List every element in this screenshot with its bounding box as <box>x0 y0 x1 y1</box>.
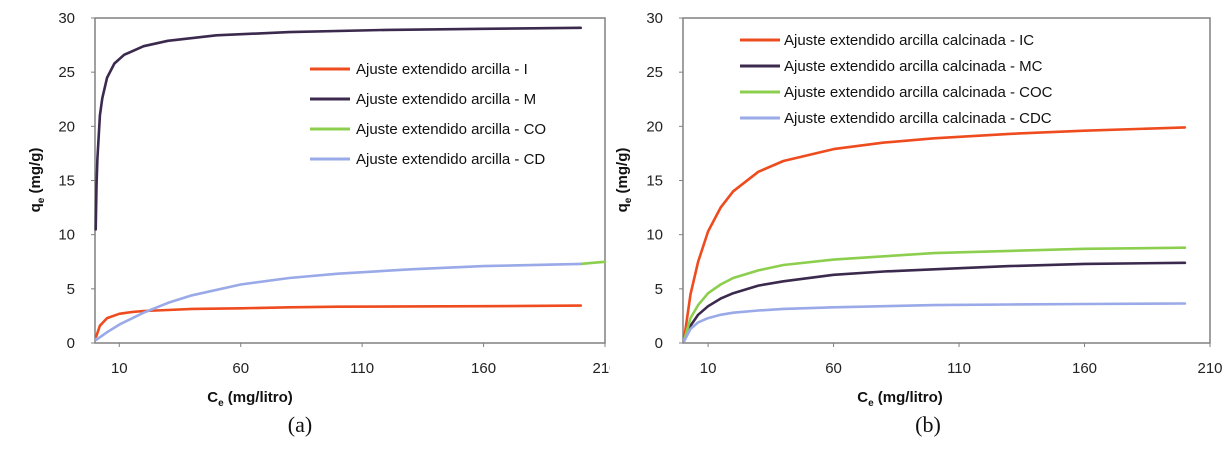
chart-b-y-axis-label: qe (mg/g) <box>614 148 634 213</box>
chart-a-xtick-label: 160 <box>471 360 496 377</box>
chart-a-ytick-label: 0 <box>67 335 75 352</box>
chart-b: 0 5 10 15 20 25 30 10 60 110 160 210 Ce (mg/litro) qe… <box>614 10 1223 437</box>
chart-b-series-line-3 <box>683 246 1187 342</box>
chart-a-xtick-label: 10 <box>111 360 128 377</box>
chart-b-xtick-label: 10 <box>700 360 717 377</box>
chart-a-xtick-label: 210 <box>592 360 610 377</box>
chart-b-ytick-label: 30 <box>646 10 663 27</box>
chart-a-legend-label: Ajuste extendido arcilla - M <box>356 91 536 108</box>
chart-b-series-line-2 <box>683 261 1187 343</box>
chart-a-plot-frame <box>94 17 606 344</box>
chart-a-ytick-label: 15 <box>58 173 75 190</box>
chart-a-legend-label: Ajuste extendido arcilla - I <box>356 61 528 78</box>
chart-b-legend-label: Ajuste extendido arcilla calcinada - MC <box>784 58 1043 75</box>
chart-b-ytick-label: 5 <box>655 281 663 298</box>
chart-b-xtick-label: 210 <box>1197 360 1222 377</box>
chart-b-x-axis-label: Ce (mg/litro) <box>857 389 943 409</box>
chart-b-series-line-1 <box>683 126 1187 339</box>
chart-b-legend-label: Ajuste extendido arcilla calcinada - CDC <box>784 110 1052 127</box>
chart-a-series-line-2 <box>94 26 583 231</box>
chart-a-ytick-label: 25 <box>58 64 75 81</box>
chart-b-legend-label: Ajuste extendido arcilla calcinada - IC <box>784 32 1034 49</box>
chart-a-legend-label: Ajuste extendido arcilla - CO <box>356 121 546 138</box>
chart-a-series-line-1 <box>94 304 583 338</box>
chart-a-ytick-label: 30 <box>58 10 75 27</box>
chart-b-ytick-label: 10 <box>646 227 663 244</box>
chart-b-ytick-label: 20 <box>646 118 663 135</box>
chart-a-xtick-label: 110 <box>350 360 374 377</box>
chart-b-ytick-label: 0 <box>655 335 663 352</box>
chart-a-y-axis-label: qe (mg/g) <box>27 148 47 213</box>
chart-b-xtick-label: 160 <box>1072 360 1097 377</box>
chart-b-ytick-label: 25 <box>646 64 663 81</box>
chart-a-series-line-4 <box>94 262 583 342</box>
chart-a-ytick-label: 10 <box>58 227 75 244</box>
chart-a-xtick-label: 60 <box>232 360 249 377</box>
chart-a-series-line-3 <box>579 260 607 266</box>
chart-b-legend-label: Ajuste extendido arcilla calcinada - COC <box>784 84 1053 101</box>
chart-a: 0 5 10 15 20 25 30 10 60 110 160 210 Ce (mg/litro) qe… <box>27 10 610 437</box>
chart-a-ytick-label: 5 <box>67 281 75 298</box>
chart-b-series-line-4 <box>683 302 1187 343</box>
chart-a-x-axis-label: Ce (mg/litro) <box>207 389 293 409</box>
chart-b-xtick-label: 60 <box>825 360 842 377</box>
chart-b-xtick-label: 110 <box>947 360 971 377</box>
chart-b-ytick-label: 15 <box>646 173 663 190</box>
chart-a-ytick-label: 20 <box>58 118 75 135</box>
chart-a-panel-label: (a) <box>288 412 312 437</box>
chart-a-legend-label: Ajuste extendido arcilla - CD <box>356 151 545 168</box>
chart-b-panel-label: (b) <box>915 412 941 437</box>
